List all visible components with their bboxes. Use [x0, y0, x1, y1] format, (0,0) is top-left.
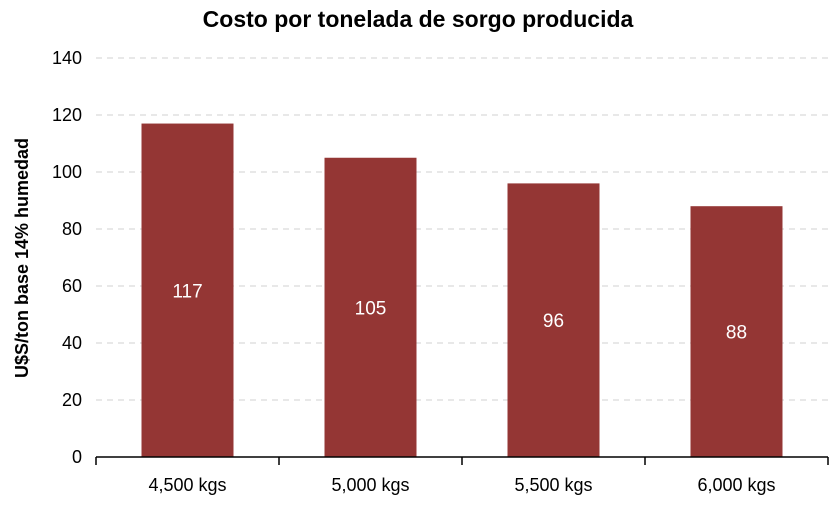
bar — [690, 206, 783, 457]
bar-value-label: 105 — [355, 298, 387, 319]
bars — [141, 123, 783, 458]
y-tick-label: 100 — [52, 162, 82, 182]
bar-value-label: 117 — [172, 281, 202, 302]
x-tick-label: 4,500 kgs — [148, 475, 226, 495]
bar — [324, 157, 417, 457]
bar-value-label: 96 — [543, 311, 564, 332]
data-labels: 117 105 96 88 — [172, 281, 747, 343]
x-tick-label: 5,500 kgs — [514, 475, 592, 495]
x-tick-label: 6,000 kgs — [697, 475, 775, 495]
x-axis-ticks: 4,500 kgs 5,000 kgs 5,500 kgs 6,000 kgs — [148, 475, 775, 495]
y-tick-label: 20 — [62, 390, 82, 410]
y-tick-label: 0 — [72, 447, 82, 467]
y-tick-label: 40 — [62, 333, 82, 353]
y-tick-label: 120 — [52, 105, 82, 125]
y-tick-label: 80 — [62, 219, 82, 239]
y-tick-label: 60 — [62, 276, 82, 296]
bar — [507, 183, 600, 457]
x-axis — [95, 456, 829, 465]
y-axis-label: U$S/ton base 14% humedad — [12, 138, 32, 378]
y-axis-ticks: 0 20 40 60 80 100 120 140 — [52, 48, 82, 467]
y-tick-label: 140 — [52, 48, 82, 68]
chart-title: Costo por tonelada de sorgo producida — [203, 6, 634, 32]
bar-value-label: 88 — [726, 323, 747, 344]
x-tick-label: 5,000 kgs — [331, 475, 409, 495]
bar — [141, 123, 234, 458]
